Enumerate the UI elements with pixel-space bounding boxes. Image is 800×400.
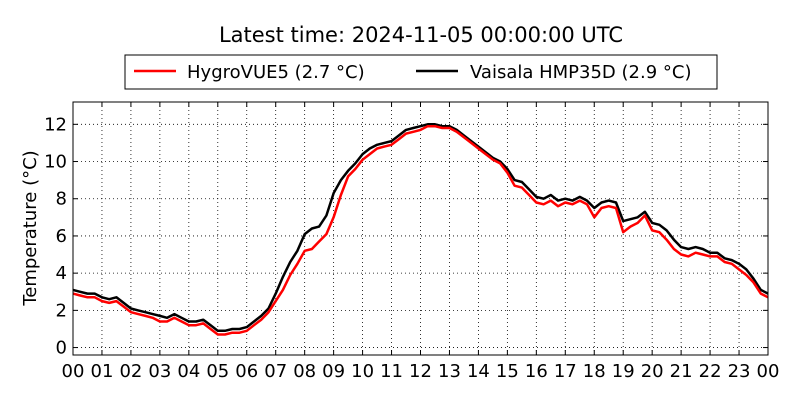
y-tick-label: 4 — [56, 263, 67, 284]
x-tick-label: 09 — [322, 361, 345, 382]
x-tick-label: 16 — [525, 361, 548, 382]
x-tick-label: 11 — [380, 361, 403, 382]
series-layer — [72, 123, 769, 336]
chart-title: Latest time: 2024-11-05 00:00:00 UTC — [219, 23, 623, 47]
y-tick-label: 12 — [44, 114, 67, 135]
x-tick-label: 20 — [641, 361, 664, 382]
x-tick-label: 01 — [91, 361, 114, 382]
x-tick-label: 04 — [177, 361, 200, 382]
x-tick-label: 13 — [438, 361, 461, 382]
y-tick-label: 6 — [56, 226, 67, 247]
series-line-vaisala — [72, 123, 769, 333]
x-tick-label: 23 — [728, 361, 751, 382]
x-tick-label: 02 — [119, 361, 142, 382]
x-tick-label: 03 — [148, 361, 171, 382]
x-tick-label: 00 — [757, 361, 780, 382]
x-tick-label: 10 — [351, 361, 374, 382]
y-axis-label: Temperature (°C) — [20, 150, 41, 306]
x-tick-label: 05 — [206, 361, 229, 382]
x-tick-label: 21 — [670, 361, 693, 382]
y-tick-label: 10 — [44, 152, 67, 173]
x-tick-label: 17 — [554, 361, 577, 382]
x-tick-label: 14 — [467, 361, 490, 382]
series-line-hygrovue — [72, 124, 769, 336]
x-tick-label: 07 — [264, 361, 287, 382]
x-axis: 00 01 02 03 04 05 06 07 08 09 10 11 12 13 14 15 16 17 18 19… — [62, 102, 780, 382]
legend-label-hygrovue: HygroVUE5 (2.7 °C) — [187, 62, 365, 83]
y-tick-label: 0 — [56, 338, 67, 359]
legend: HygroVUE5 (2.7 °C) Vaisala HMP35D (2.9 °… — [124, 54, 718, 90]
x-tick-label: 15 — [496, 361, 519, 382]
y-tick-label: 2 — [56, 300, 67, 321]
x-tick-label: 08 — [293, 361, 316, 382]
y-tick-label: 8 — [56, 189, 67, 210]
x-tick-label: 00 — [62, 361, 85, 382]
y-axis: 0 2 4 6 8 10 12 — [44, 114, 768, 359]
x-tick-label: 12 — [409, 361, 432, 382]
x-tick-label: 19 — [612, 361, 635, 382]
legend-label-vaisala: Vaisala HMP35D (2.9 °C) — [470, 62, 691, 83]
x-tick-label: 18 — [583, 361, 606, 382]
x-tick-label: 22 — [699, 361, 722, 382]
x-tick-label: 06 — [235, 361, 258, 382]
